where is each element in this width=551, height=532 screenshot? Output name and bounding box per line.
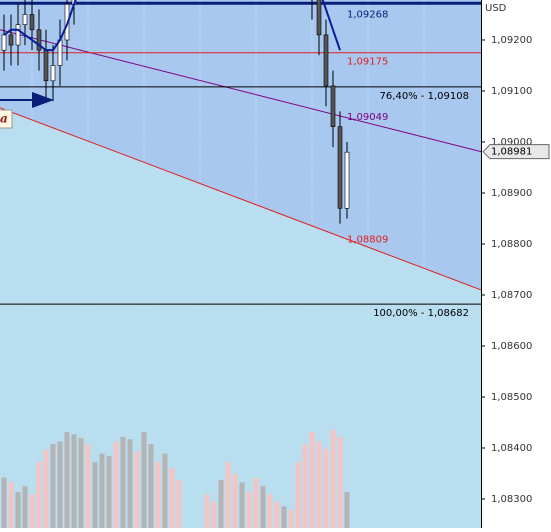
y-tick-label: 1,08500 (491, 392, 532, 403)
volume-bar (337, 436, 343, 528)
volume-bar (127, 439, 133, 528)
candle-body (50, 65, 56, 82)
volume-bar (288, 510, 294, 528)
volume-bar (260, 486, 266, 528)
volume-bar (316, 441, 322, 528)
volume-bar (15, 492, 21, 528)
annotation-box (0, 109, 13, 129)
level-label: 76,40% - 1,09108 (380, 91, 469, 102)
volume-bar (106, 456, 112, 528)
volume-bar (50, 444, 56, 528)
candle-body (36, 29, 42, 51)
volume-bar (204, 494, 210, 528)
plot (0, 0, 481, 528)
annotation: a (0, 112, 8, 126)
y-tick-label: 1,09000 (491, 137, 532, 148)
y-tick-label: 1,08900 (491, 188, 532, 199)
y-tick-label: 1,08600 (491, 341, 532, 352)
y-axis-label: USD (485, 3, 507, 14)
volume-bar (253, 477, 259, 528)
channel-fill (0, 0, 481, 290)
volume-bar (36, 462, 42, 528)
volume-bar (141, 432, 147, 528)
volume-bar (29, 494, 35, 528)
volume-bar (120, 436, 126, 528)
volume-bar (323, 448, 329, 528)
candle-body (323, 34, 329, 87)
candle-body (316, 0, 322, 36)
volume-bar (302, 444, 308, 528)
volume-bar (218, 480, 224, 528)
marker-label: 1,09268 (347, 9, 388, 20)
volume-bar (281, 506, 287, 528)
volume-bar (295, 462, 301, 528)
volume-bar (162, 453, 168, 528)
time-grid (31, 0, 425, 528)
volume-bar (22, 486, 28, 528)
candle-body (43, 49, 49, 82)
arrow-head (32, 92, 54, 108)
candle-body (22, 14, 28, 25)
volume-bar (8, 482, 14, 528)
volume-bar (134, 451, 140, 528)
volume-bar (232, 474, 238, 528)
last-price-box (482, 144, 550, 160)
volume-bar (330, 429, 336, 528)
axis-background (481, 0, 551, 528)
volume-bar (148, 444, 154, 528)
volume-bar (211, 501, 217, 528)
volume-bar (274, 501, 280, 528)
volume-bar (155, 462, 161, 528)
volume-bar (1, 477, 7, 528)
y-tick-label: 1,08800 (491, 239, 532, 250)
volume-bar (85, 444, 91, 528)
volume-bar (92, 462, 98, 528)
candle-body (330, 85, 336, 127)
candle-body (344, 151, 350, 209)
volume-bar (57, 441, 63, 528)
volume-bar (309, 432, 315, 528)
y-tick-label: 1,09100 (491, 86, 532, 97)
volume-bar (176, 480, 182, 528)
candle-body (29, 14, 35, 31)
volume-bar (43, 450, 49, 528)
trendline-label: 1,08809 (347, 234, 388, 245)
trendline (0, 29, 481, 153)
candle-body (15, 24, 21, 46)
candle-body (337, 126, 343, 209)
volume-bar (239, 482, 245, 528)
volume-bar (246, 492, 252, 528)
volume-bar (99, 453, 105, 528)
level-label: 1,09175 (347, 57, 388, 68)
y-tick-label: 1,08700 (491, 290, 532, 301)
candle-body (1, 34, 7, 51)
volume-bar (71, 434, 77, 528)
y-tick-label: 1,08300 (491, 494, 532, 505)
volume-bar (113, 441, 119, 528)
moving-average (3, 0, 341, 52)
volume-bar (78, 438, 84, 528)
candle-body (57, 39, 63, 66)
volume-bar (344, 492, 350, 528)
volume-bar (64, 432, 70, 528)
y-tick-label: 1,08400 (491, 443, 532, 454)
level-label: 100,00% - 1,08682 (373, 308, 469, 319)
y-tick-label: 1,09200 (491, 35, 532, 46)
volume-bar (267, 494, 273, 528)
trendline (0, 107, 481, 291)
y-axis: 1,09200 1,09100 1,09000 1,08900 1,08800 1,087… (481, 35, 550, 505)
volume-bar (225, 462, 231, 528)
last-price-label: 1,08981 (491, 147, 532, 158)
trendline-label: 1,09049 (347, 112, 388, 123)
volume-bar (169, 468, 175, 528)
candle-body (8, 34, 14, 46)
